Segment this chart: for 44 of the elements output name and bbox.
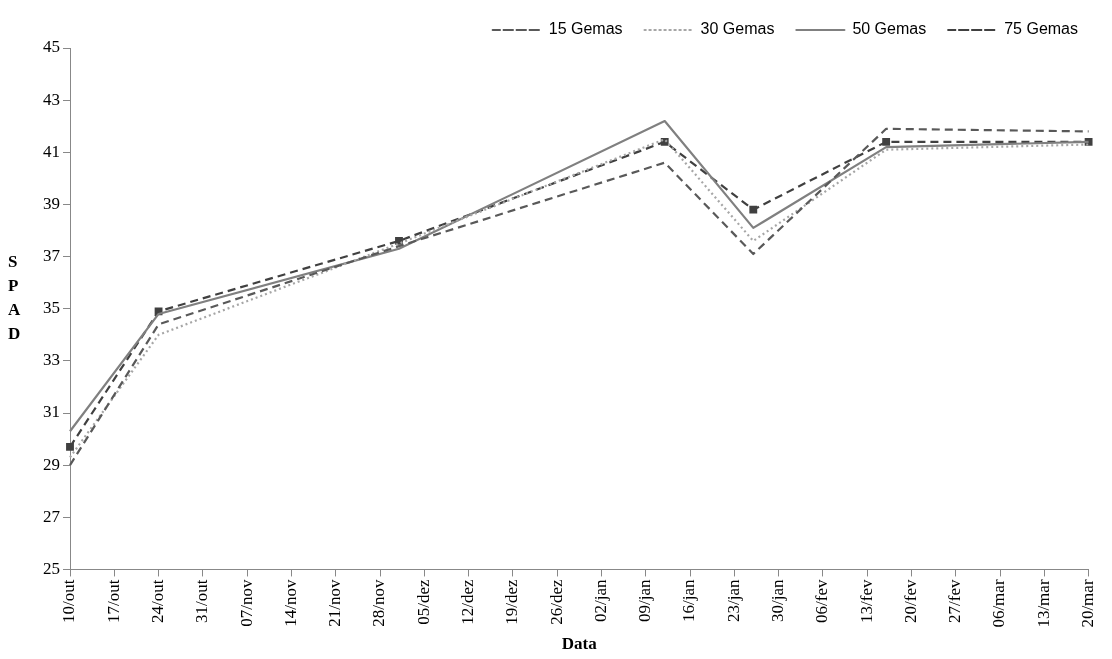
point	[749, 205, 758, 214]
x-tick-label: 06/fev	[812, 578, 832, 623]
point	[66, 442, 74, 451]
y-tick-label: 25	[43, 558, 60, 578]
x-tick-label: 20/mar	[1078, 579, 1098, 628]
x-tick-label: 26/dez	[546, 579, 566, 625]
y-tick-label: 45	[43, 37, 60, 57]
x-tick-label: 21/nov	[325, 578, 345, 627]
x-tick-label: 14/nov	[280, 578, 300, 627]
y-tick-label: 39	[43, 193, 60, 213]
legend-label: 30 Gemas	[700, 20, 775, 38]
x-tick-label: 09/jan	[635, 578, 655, 622]
x-tick-label: 24/out	[148, 579, 168, 623]
x-tick-label: 13/fev	[856, 578, 876, 623]
x-tick-label: 13/mar	[1033, 579, 1053, 628]
x-axis-title: Data	[561, 634, 598, 654]
legend-label: 75 Gemas	[1004, 20, 1078, 38]
x-tick-label: 27/fev	[945, 578, 965, 623]
x-tick-label: 07/nov	[236, 578, 256, 627]
legend-label: 15 Gemas	[548, 20, 623, 38]
x-tick-label: 28/nov	[369, 578, 389, 627]
point	[882, 137, 891, 146]
y-tick-label: 41	[43, 141, 60, 161]
y-tick-label: 27	[43, 506, 61, 526]
x-tick-label: 30/jan	[768, 578, 788, 622]
x-tick-label: 12/dez	[458, 579, 478, 625]
x-tick-label: 19/dez	[502, 579, 522, 625]
x-tick-label: 20/fev	[900, 578, 920, 623]
x-tick-label: 06/mar	[989, 579, 1009, 628]
y-tick-label: 29	[43, 454, 60, 474]
x-tick-label: 10/out	[59, 579, 79, 623]
legend-label: 50 Gemas	[852, 20, 927, 38]
y-axis-title: SPAD	[8, 251, 21, 345]
y-tick-label: 35	[43, 298, 60, 318]
x-tick-label: 31/out	[192, 579, 212, 623]
x-tick-label: 16/jan	[679, 578, 699, 622]
y-tick-label: 43	[43, 89, 60, 109]
x-tick-label: 23/jan	[723, 578, 743, 622]
y-tick-label: 31	[43, 402, 60, 422]
y-tick-label: 33	[43, 350, 60, 370]
x-tick-label: 17/out	[103, 579, 123, 623]
x-tick-label: 02/jan	[590, 578, 610, 622]
y-tick-label: 37	[43, 246, 61, 266]
x-tick-label: 05/dez	[413, 579, 433, 625]
